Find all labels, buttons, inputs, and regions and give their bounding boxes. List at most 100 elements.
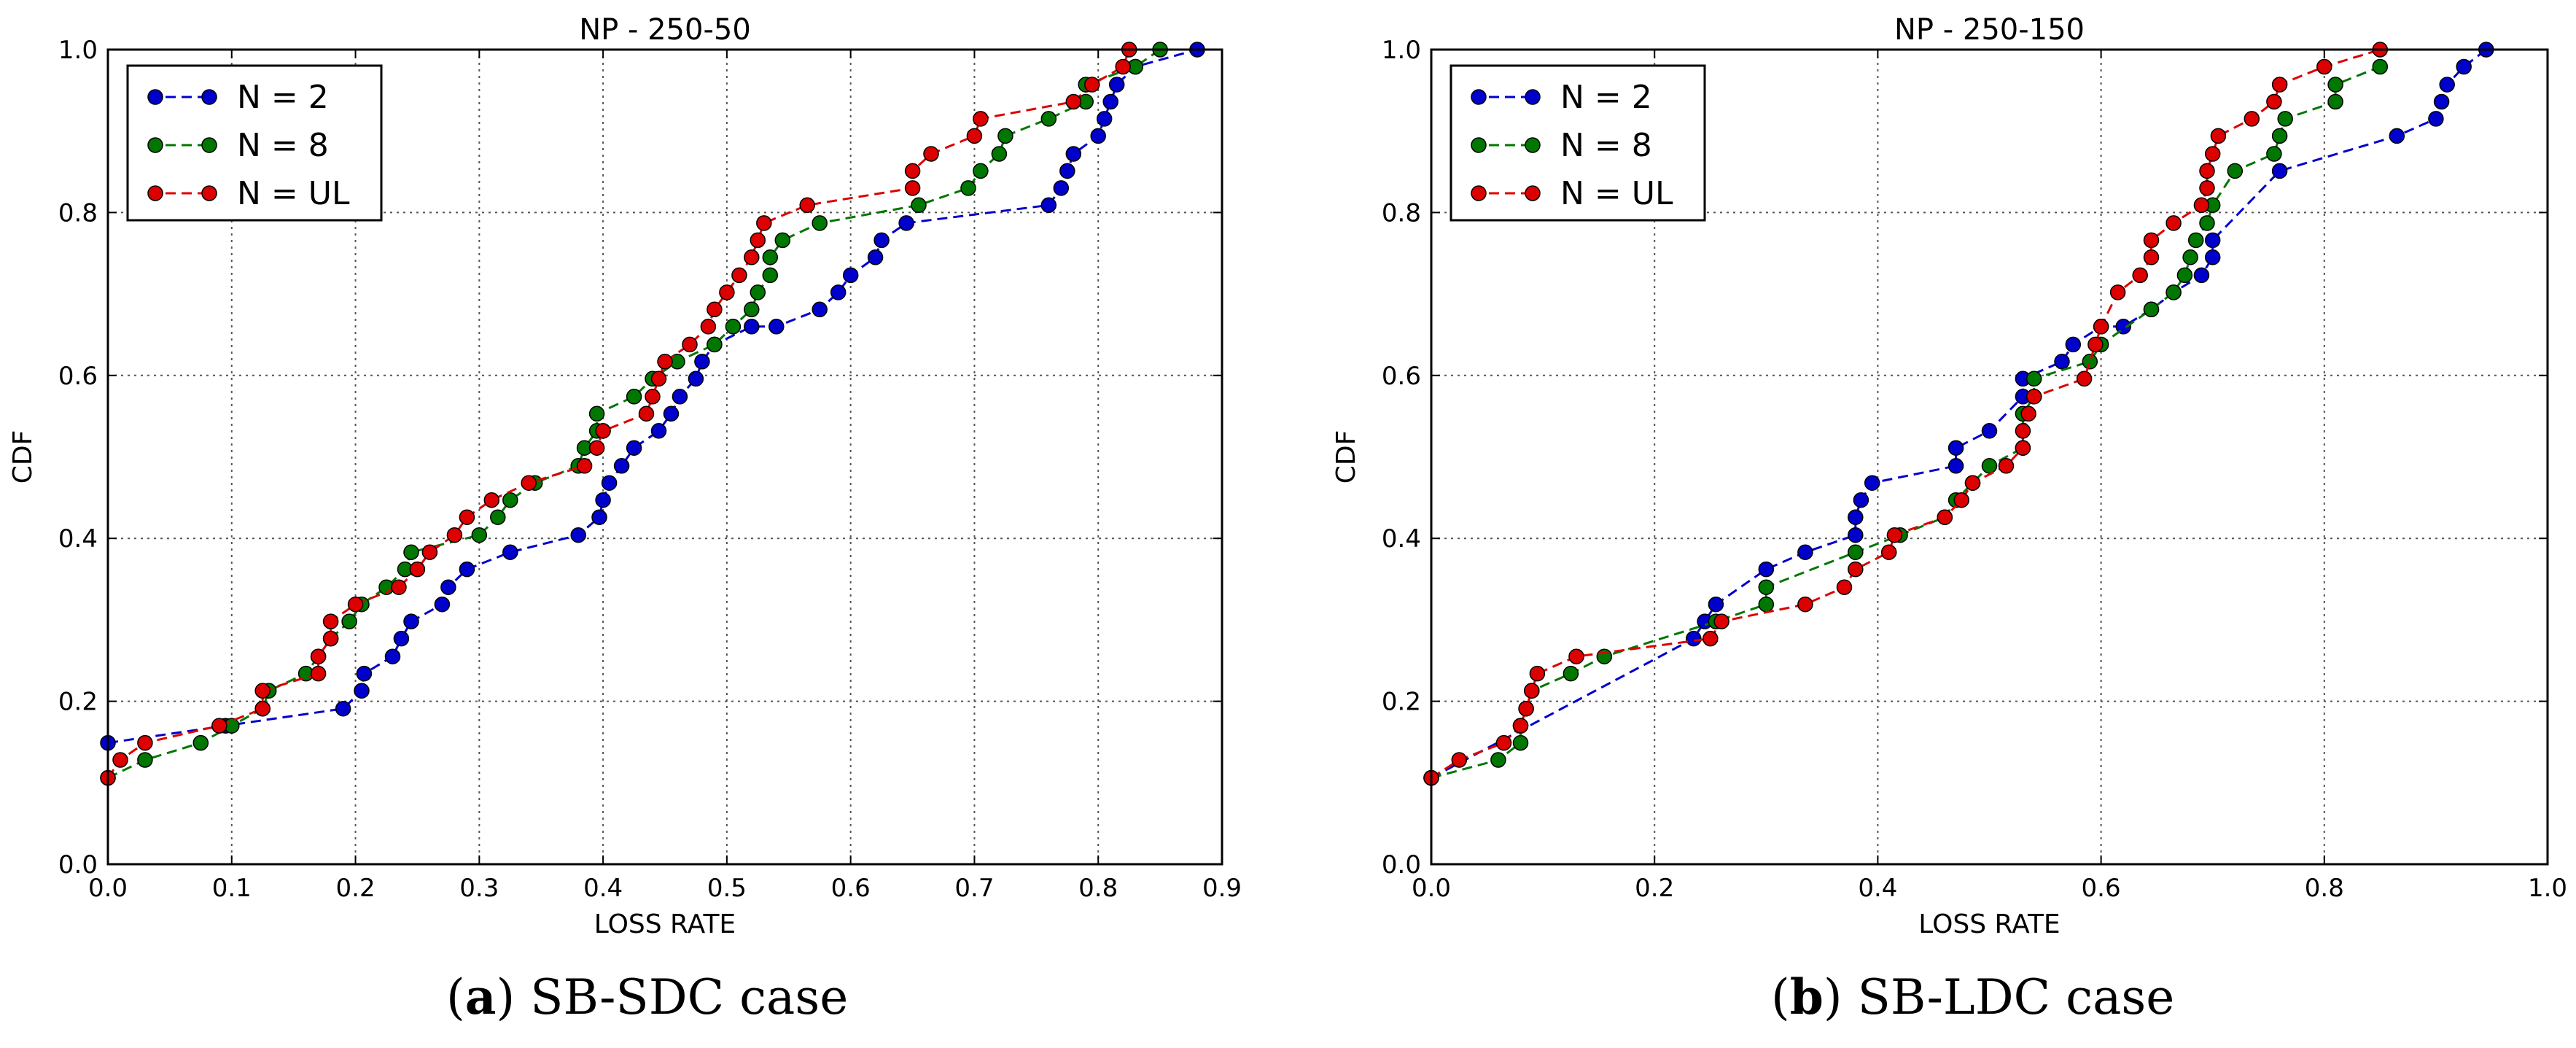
data-point [2015, 423, 2031, 439]
data-point [812, 215, 828, 231]
x-tick-label: 0.4 [583, 874, 623, 903]
legend-label: N = 8 [237, 127, 329, 164]
data-point [1848, 527, 1864, 543]
data-point [650, 423, 667, 439]
legend-entry-3: N = UL [147, 175, 350, 212]
legend: N = 2 N = 8 N = UL [126, 64, 383, 222]
data-point [657, 354, 673, 370]
data-point [2439, 77, 2455, 93]
data-point [719, 284, 735, 300]
data-point [2327, 93, 2343, 110]
data-point [2182, 249, 2198, 265]
data-point [1937, 509, 1953, 525]
data-point [1703, 630, 1719, 647]
x-tick-label: 0.0 [1412, 874, 1451, 903]
data-point [1758, 561, 1775, 578]
data-point [471, 527, 488, 543]
panel-caption: (b) SB-LDC case [1771, 969, 2174, 1025]
data-point [1758, 579, 1775, 595]
data-point [2176, 267, 2193, 284]
data-point [2199, 163, 2215, 179]
data-point [354, 683, 370, 699]
data-point [1059, 163, 1075, 179]
y-tick-label: 0.8 [1382, 198, 1421, 228]
data-point [744, 249, 760, 265]
data-point [1953, 492, 1969, 508]
data-point [391, 579, 407, 595]
legend-marker [1471, 185, 1487, 201]
y-tick-label: 0.4 [1382, 524, 1421, 554]
data-point [322, 613, 339, 629]
legend-label: N = UL [1560, 175, 1673, 212]
data-point [2065, 336, 2082, 353]
data-point [2187, 232, 2204, 249]
data-point [2054, 354, 2070, 370]
x-tick-label: 0.3 [459, 874, 499, 903]
legend-marker [147, 137, 163, 153]
plot-frame [1430, 48, 2549, 866]
data-point [663, 405, 680, 422]
legend-label: N = 2 [1560, 79, 1652, 116]
data-point [490, 509, 506, 525]
data-point [966, 128, 983, 144]
data-point [2372, 58, 2389, 75]
y-tick-label: 0.8 [58, 198, 98, 228]
data-point [2266, 146, 2282, 162]
data-point [1495, 734, 1512, 751]
data-point [483, 492, 500, 508]
data-point [2456, 58, 2472, 75]
data-point [2316, 58, 2332, 75]
data-point [310, 665, 327, 682]
data-point [2277, 111, 2293, 127]
data-point [1947, 458, 1964, 474]
data-point [1490, 752, 1506, 768]
caption-text: SB-SDC case [515, 969, 848, 1025]
data-point [1529, 665, 1546, 682]
legend-marker [201, 185, 217, 201]
data-point [1964, 475, 1981, 491]
y-tick-label: 0.0 [1382, 850, 1421, 880]
data-point [645, 389, 661, 405]
data-point [725, 319, 742, 335]
data-point [1053, 180, 1070, 196]
data-point [254, 683, 271, 699]
data-point [1065, 93, 1082, 110]
legend-label: N = 2 [237, 79, 329, 116]
data-point [2166, 215, 2182, 231]
caption-label: (a) [446, 969, 515, 1025]
y-axis-label: CDF [1331, 430, 1361, 484]
data-point [1880, 544, 1897, 560]
y-tick-label: 0.2 [58, 688, 98, 717]
data-point [898, 215, 914, 231]
plot-frame [106, 48, 1223, 866]
data-point [2204, 249, 2221, 265]
legend-marker [1525, 89, 1541, 105]
y-tick-label: 1.0 [1382, 36, 1421, 65]
data-point [1848, 509, 1864, 525]
data-point [672, 389, 688, 405]
data-point [904, 163, 921, 179]
data-point [991, 146, 1008, 162]
legend-entry-3: N = UL [1471, 175, 1673, 212]
data-point [911, 197, 927, 214]
data-point [973, 163, 989, 179]
data-point [393, 630, 410, 647]
data-point [694, 354, 710, 370]
data-point [1797, 544, 1813, 560]
data-point [2204, 232, 2221, 249]
data-point [2076, 370, 2093, 387]
data-point [1981, 423, 1998, 439]
y-tick-label: 0.6 [58, 362, 98, 391]
data-point [2199, 180, 2215, 196]
data-point [2082, 354, 2098, 370]
series-line [107, 48, 1198, 745]
data-point [403, 613, 419, 629]
data-point [384, 648, 401, 664]
x-tick-label: 0.0 [88, 874, 128, 903]
data-point [1524, 683, 1540, 699]
data-point [356, 665, 373, 682]
data-point [310, 648, 327, 664]
data-point [2199, 215, 2215, 231]
data-point [2433, 93, 2450, 110]
